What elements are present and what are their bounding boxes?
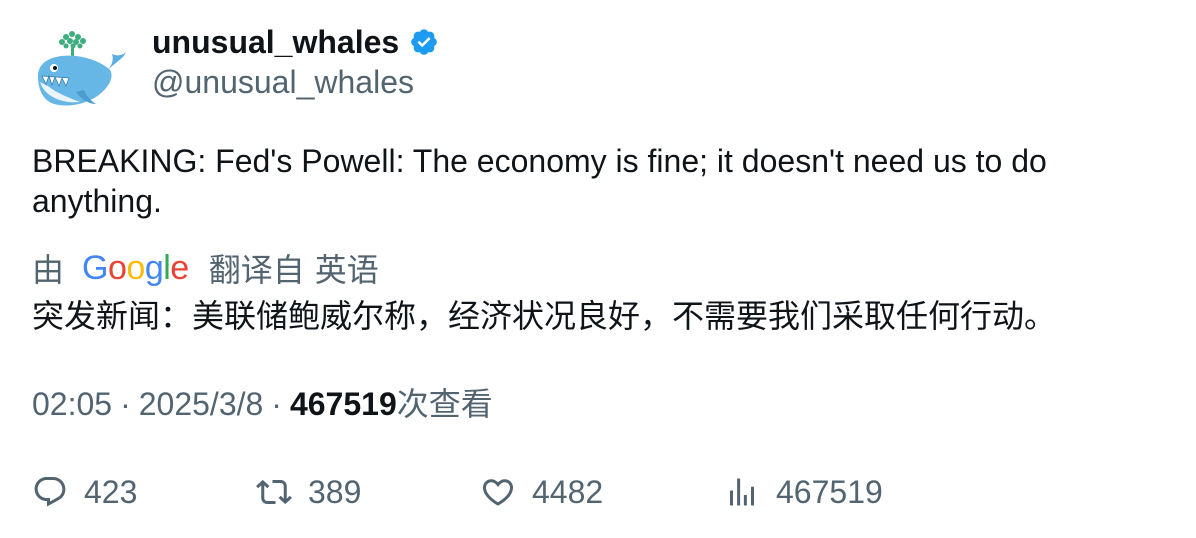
translated-from-label: 翻译自: [208, 252, 305, 288]
translated-by-label: 由: [32, 252, 65, 288]
views-label[interactable]: 次查看: [396, 386, 493, 422]
views-count[interactable]: 467519: [289, 386, 397, 422]
like-button[interactable]: 4482: [480, 470, 603, 514]
tweet-text: BREAKING: Fed's Powell: The economy is f…: [32, 143, 1047, 219]
heart-icon: [482, 479, 514, 506]
views-action-count: 467519: [776, 473, 883, 510]
tweet-action-bar: 423 389 4482 467519: [32, 470, 1162, 514]
avatar[interactable]: [32, 24, 128, 120]
tweet-time[interactable]: 02:05: [32, 386, 113, 422]
retweet-count: 389: [308, 473, 362, 510]
tweet-date[interactable]: 2025/3/8: [138, 386, 264, 422]
views-button[interactable]: 467519: [724, 470, 883, 514]
whale-logo-icon: [38, 31, 126, 106]
reply-button[interactable]: 423: [32, 470, 137, 514]
reply-count: 423: [84, 473, 138, 510]
tweet-meta: 02:05 · 2025/3/8 · 467519 次查看: [32, 383, 493, 425]
reply-icon: [34, 477, 66, 507]
retweet-icon: [256, 479, 292, 505]
meta-separator: ·: [120, 386, 131, 422]
retweet-button[interactable]: 389: [256, 470, 361, 514]
like-count: 4482: [532, 473, 604, 510]
author-name-row[interactable]: unusual_whales: [152, 22, 439, 62]
meta-separator: ·: [271, 386, 282, 422]
translated-text: 突发新闻：美联储鲍威尔称，经济状况良好，不需要我们采取任何行动。: [32, 298, 1057, 334]
verified-badge-icon[interactable]: [409, 27, 439, 57]
analytics-bar-icon: [730, 478, 754, 506]
source-language: 英语: [314, 252, 379, 288]
author-handle[interactable]: @unusual_whales: [152, 64, 414, 100]
author-display-name[interactable]: unusual_whales: [152, 24, 400, 60]
